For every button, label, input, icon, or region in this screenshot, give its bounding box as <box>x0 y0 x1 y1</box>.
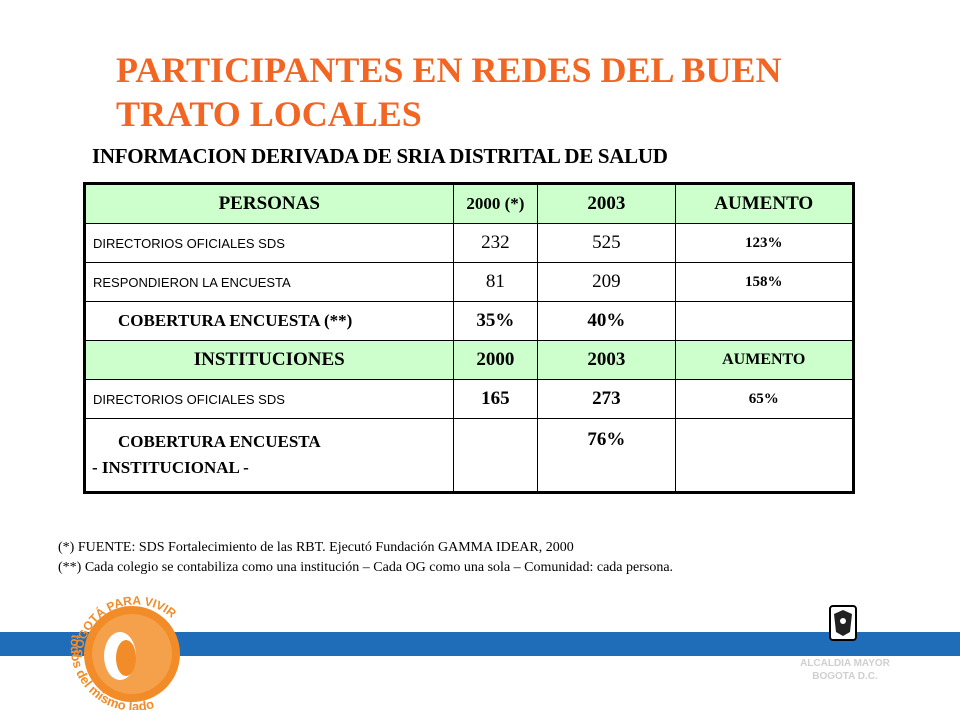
value-2000: 35% <box>452 301 539 341</box>
row-label-line2: - INSTITUCIONAL - <box>92 458 249 477</box>
value-2000 <box>452 418 539 493</box>
value-2003: 76% <box>537 418 676 493</box>
table-header-instituciones: INSTITUCIONES 2000 2003 AUMENTO <box>84 340 854 380</box>
value-aumento: 123% <box>674 223 854 263</box>
row-label: COBERTURA ENCUESTA - INSTITUCIONAL - <box>84 418 454 493</box>
participants-table: PERSONAS 2000 (*) 2003 AUMENTO DIRECTORI… <box>83 182 855 494</box>
alcaldia-shield-logo: ALCALDIA MAYOR BOGOTA D.C. <box>800 605 891 682</box>
row-label: DIRECTORIOS OFICIALES SDS <box>84 379 454 419</box>
bogota-para-vivir-logo: BOGOTÁ PARA VIVIR todos del mismo lado <box>68 594 180 710</box>
footnotes: (*) FUENTE: SDS Fortalecimiento de las R… <box>58 538 673 578</box>
table-row: COBERTURA ENCUESTA - INSTITUCIONAL - 76% <box>84 418 854 493</box>
footnote-source: (*) FUENTE: SDS Fortalecimiento de las R… <box>58 540 574 555</box>
value-2003: 525 <box>537 223 676 263</box>
table-row: DIRECTORIOS OFICIALES SDS 232 525 123% <box>84 223 854 263</box>
value-2003: 40% <box>537 301 676 341</box>
row-label: COBERTURA ENCUESTA (**) <box>84 301 454 341</box>
table-row: COBERTURA ENCUESTA (**) 35% 40% <box>84 301 854 341</box>
header-cell: AUMENTO <box>674 340 854 380</box>
row-label-line1: COBERTURA ENCUESTA <box>118 432 321 451</box>
slide-subtitle: INFORMACION DERIVADA DE SRIA DISTRITAL D… <box>92 144 668 168</box>
value-2003: 209 <box>537 262 676 302</box>
value-aumento: 65% <box>674 379 854 419</box>
header-cell: INSTITUCIONES <box>84 340 454 380</box>
row-label: DIRECTORIOS OFICIALES SDS <box>84 223 454 263</box>
value-2000: 165 <box>452 379 539 419</box>
footnote-definition: (**) Cada colegio se contabiliza como un… <box>58 560 674 575</box>
value-2000: 81 <box>452 262 539 302</box>
header-cell: PERSONAS <box>84 183 454 224</box>
table-row: RESPONDIERON LA ENCUESTA 81 209 158% <box>84 262 854 302</box>
value-aumento: 158% <box>674 262 854 302</box>
value-2000: 232 <box>452 223 539 263</box>
slide-title: PARTICIPANTES EN REDES DEL BUEN TRATO LO… <box>116 50 782 134</box>
header-cell: 2003 <box>537 340 676 380</box>
value-2003: 273 <box>537 379 676 419</box>
value-aumento <box>674 301 854 341</box>
table-header-personas: PERSONAS 2000 (*) 2003 AUMENTO <box>84 183 854 224</box>
header-cell: 2003 <box>537 183 676 224</box>
header-cell: 2000 <box>452 340 539 380</box>
row-label: RESPONDIERON LA ENCUESTA <box>84 262 454 302</box>
alcaldia-text-1: ALCALDIA MAYOR <box>800 658 891 669</box>
header-cell: AUMENTO <box>674 183 854 224</box>
value-aumento <box>674 418 854 493</box>
alcaldia-text-2: BOGOTA D.C. <box>812 671 878 682</box>
header-cell: 2000 (*) <box>452 183 539 224</box>
table-row: DIRECTORIOS OFICIALES SDS 165 273 65% <box>84 379 854 419</box>
